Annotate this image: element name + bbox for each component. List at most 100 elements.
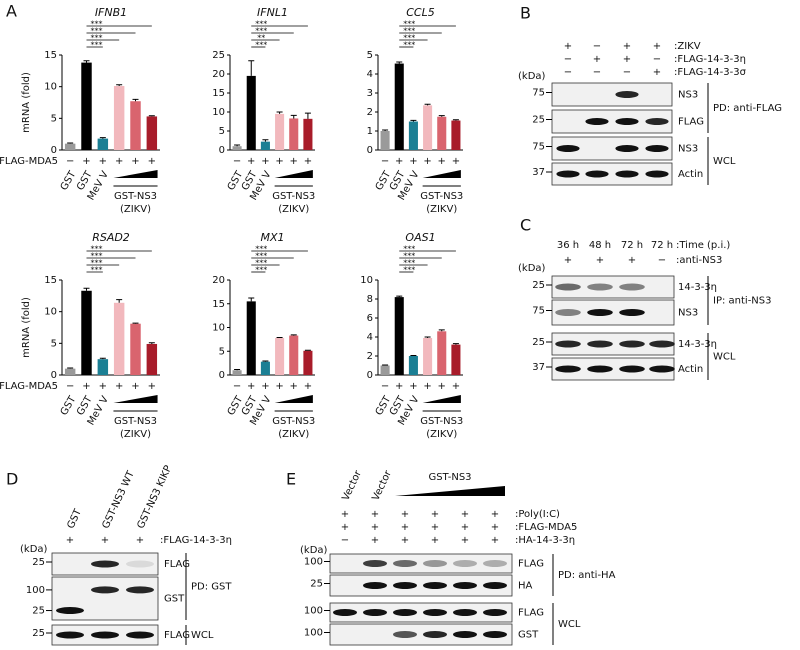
blot-band bbox=[453, 631, 477, 638]
bar bbox=[303, 118, 313, 150]
group-label: GST-NS3 bbox=[114, 416, 157, 427]
group-label: GST-NS3 bbox=[272, 191, 315, 202]
condition-sign: + bbox=[593, 54, 601, 65]
significance-label: *** bbox=[255, 20, 267, 29]
condition-sign: + bbox=[371, 509, 379, 520]
condition-label: :HA-14-3-3η bbox=[515, 535, 575, 546]
group-label: (ZIKV) bbox=[278, 204, 309, 215]
condition-label: :Poly(I:C) bbox=[515, 509, 560, 520]
bar bbox=[64, 143, 76, 150]
y-tick-label: 15 bbox=[44, 275, 57, 286]
flag-mda5-sign: + bbox=[409, 156, 417, 167]
condition-sign: + bbox=[431, 522, 439, 533]
significance-label: ** bbox=[257, 34, 265, 43]
condition-label: :FLAG-14-3-3η bbox=[160, 535, 232, 546]
condition-sign: + bbox=[623, 54, 631, 65]
error-bar bbox=[424, 336, 431, 338]
condition-sign: + bbox=[653, 67, 661, 78]
condition-sign: + bbox=[461, 509, 469, 520]
condition-sign: + bbox=[491, 509, 499, 520]
row-label: FLAG-MDA5 bbox=[0, 381, 58, 392]
y-tick-label: 0 bbox=[219, 370, 225, 381]
significance-label: *** bbox=[91, 27, 103, 36]
blot-band bbox=[393, 582, 417, 589]
kda-marker: 25 bbox=[532, 280, 545, 291]
kda-marker: 75 bbox=[532, 142, 545, 153]
flag-mda5-sign: + bbox=[148, 156, 156, 167]
lane-label: 72 h bbox=[651, 240, 673, 251]
bar bbox=[113, 302, 125, 375]
blot-band bbox=[363, 609, 387, 616]
blot-band bbox=[587, 365, 613, 373]
bar bbox=[275, 113, 285, 150]
blot-band bbox=[363, 560, 387, 567]
significance-label: *** bbox=[403, 259, 415, 268]
condition-sign: − bbox=[658, 255, 666, 266]
x-tick-label: GST bbox=[59, 394, 79, 418]
significance-label: *** bbox=[91, 245, 103, 254]
blot-band bbox=[91, 586, 119, 594]
blot-band bbox=[126, 631, 154, 639]
y-tick-label: 5 bbox=[219, 346, 225, 357]
blot-band bbox=[91, 631, 119, 639]
blot-band bbox=[556, 170, 580, 178]
row-label: NS3 bbox=[678, 144, 698, 155]
significance-label: *** bbox=[91, 41, 103, 50]
section-label: PD: anti-HA bbox=[558, 570, 616, 581]
bar bbox=[451, 344, 461, 375]
blot-band bbox=[126, 560, 154, 568]
section-label: PD: anti-FLAG bbox=[713, 103, 782, 114]
flag-mda5-sign: + bbox=[409, 381, 417, 392]
group-label: (ZIKV) bbox=[120, 429, 151, 440]
lane-label: 36 h bbox=[557, 240, 579, 251]
x-tick-label: GST bbox=[59, 169, 79, 193]
y-tick-label: 10 bbox=[212, 107, 225, 118]
row-label: 14-3-3η bbox=[678, 282, 717, 293]
blot-band bbox=[423, 631, 447, 638]
flag-mda5-sign: + bbox=[438, 381, 446, 392]
condition-sign: − bbox=[653, 54, 661, 65]
section-label: PD: GST bbox=[191, 582, 232, 593]
lane-label: Vector bbox=[370, 468, 394, 502]
blot-band bbox=[585, 170, 609, 178]
error-bar bbox=[410, 119, 417, 122]
panel-letter: C bbox=[520, 216, 531, 235]
group-label: GST-NS3 bbox=[420, 416, 463, 427]
blot-frame bbox=[551, 82, 673, 107]
kda-label: (kDa) bbox=[518, 263, 546, 274]
flag-mda5-sign: + bbox=[247, 156, 255, 167]
blot-band bbox=[619, 283, 645, 291]
kda-label: (kDa) bbox=[300, 545, 328, 556]
blot-band bbox=[423, 560, 447, 567]
significance-label: *** bbox=[255, 41, 267, 50]
significance-label: *** bbox=[255, 245, 267, 254]
error-bar bbox=[132, 322, 139, 324]
dose-triangle bbox=[395, 486, 505, 496]
flag-mda5-sign: + bbox=[438, 156, 446, 167]
flag-mda5-sign: + bbox=[131, 381, 139, 392]
bar bbox=[81, 290, 92, 375]
y-tick-label: 6 bbox=[367, 313, 373, 324]
error-bar bbox=[148, 115, 155, 117]
row-label: GST bbox=[518, 630, 539, 641]
condition-sign: + bbox=[66, 535, 74, 546]
y-tick-label: 0 bbox=[367, 145, 373, 156]
blot-band bbox=[615, 145, 639, 152]
kda-marker: 25 bbox=[532, 115, 545, 126]
condition-sign: + bbox=[371, 535, 379, 546]
significance-label: *** bbox=[255, 252, 267, 261]
blot-band bbox=[393, 609, 417, 616]
blot-frame bbox=[329, 623, 513, 646]
flag-mda5-sign: + bbox=[115, 156, 123, 167]
flag-mda5-sign: + bbox=[261, 381, 269, 392]
condition-sign: + bbox=[341, 522, 349, 533]
blot-band bbox=[393, 631, 417, 638]
flag-mda5-sign: + bbox=[452, 156, 460, 167]
y-axis-label: mRNA (fold) bbox=[21, 72, 32, 133]
condition-sign: + bbox=[564, 41, 572, 52]
blot-frame bbox=[329, 574, 513, 597]
kda-marker: 37 bbox=[532, 362, 545, 373]
flag-mda5-sign: + bbox=[115, 381, 123, 392]
flag-mda5-sign: + bbox=[82, 381, 90, 392]
flag-mda5-sign: + bbox=[247, 381, 255, 392]
